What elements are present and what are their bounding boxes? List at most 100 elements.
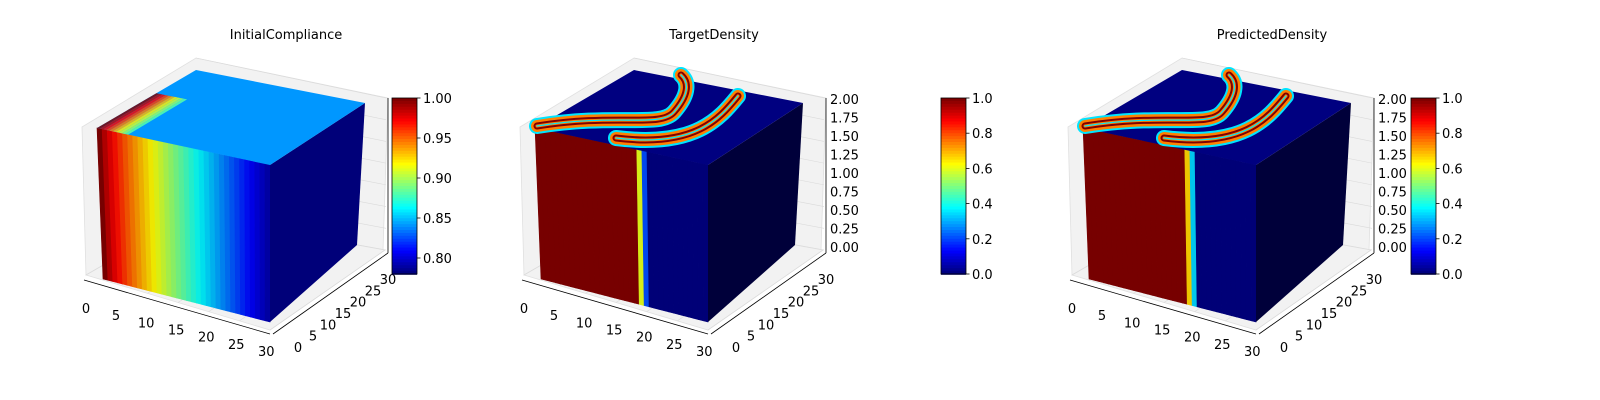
colorbar-segment [392, 98, 417, 102]
colorbar-segment [941, 188, 966, 193]
colorbar-segment [941, 174, 966, 178]
colorbar-segment [392, 200, 417, 205]
colorbar-segment [392, 103, 417, 108]
grid-line [1255, 249, 1372, 331]
x-tick-label: 20 [1184, 331, 1201, 346]
top-face [97, 70, 365, 165]
top-face-strip [125, 98, 188, 135]
colorbar-segment [1411, 191, 1436, 196]
colorbar-segment [392, 218, 417, 222]
colorbar-segment [392, 235, 417, 240]
colorbar-segment [941, 203, 966, 208]
colorbar-segment [941, 200, 966, 205]
z-tick-label: 0.00 [830, 241, 859, 256]
colorbar-segment [1411, 241, 1436, 246]
front-face-voxel-strip [264, 163, 271, 323]
top-density-band [536, 74, 688, 127]
colorbar-segment [1411, 215, 1436, 220]
colorbar-segment [392, 224, 417, 228]
y-tick-label: 25 [365, 284, 382, 299]
y-tick-label: 30 [818, 273, 835, 288]
colorbar-segment [1411, 165, 1436, 170]
colorbar-segment [941, 253, 966, 258]
front-face-voxel-strip [1240, 161, 1247, 320]
colorbar-segment [1411, 177, 1436, 181]
colorbar-tick-label: 0.4 [972, 198, 993, 213]
top-density-band [615, 95, 739, 141]
panel-predicted-density: PredictedDensity 0 5 10 15 20 25 30 0510152025… [1067, 28, 1463, 360]
colorbar-segment [392, 215, 417, 220]
colorbar-segment [1411, 253, 1436, 258]
colorbar-segment [392, 256, 417, 261]
colorbar-segment [1411, 130, 1436, 134]
colorbar-segment [941, 100, 966, 105]
colorbar-segment [1411, 118, 1436, 123]
top-face-strip [115, 96, 178, 133]
colorbar-tick-label: 1.0 [1442, 92, 1463, 107]
colorbar-segment [392, 127, 417, 132]
colorbar-segment [392, 197, 417, 202]
colorbar-segment [941, 168, 966, 173]
colorbar-segment [1411, 112, 1436, 117]
z-tick-label: 0.50 [830, 204, 859, 219]
colorbar-segment [1411, 144, 1436, 149]
x-axis-line [83, 279, 271, 335]
colorbar-tick-label: 1.0 [972, 92, 993, 107]
y-tick-label: 5 [747, 330, 755, 345]
colorbar-segment [392, 162, 417, 167]
colorbar-segment [392, 106, 417, 111]
colorbar-segment [392, 244, 417, 249]
colorbar-segment [941, 180, 966, 184]
x-tick-label: 10 [1124, 316, 1141, 331]
colorbar-segment [941, 144, 966, 149]
z-axis-ticks: 0.00 0.25 0.50 0.75 1.00 1.25 1.50 1.75 2.00 [830, 93, 859, 256]
top-face-strip [118, 97, 181, 134]
colorbar-segment [941, 209, 966, 214]
colorbar-segment [1411, 197, 1436, 202]
colorbar-segment [941, 230, 966, 234]
colorbar-segment [941, 124, 966, 129]
colorbar-segment [941, 136, 966, 140]
colorbar-segment [392, 265, 417, 269]
colorbar-segment [392, 221, 417, 225]
colorbar-segment [941, 194, 966, 199]
z-tick-label: 0.75 [1378, 186, 1407, 201]
colorbar-segment [941, 118, 966, 123]
y-tick-label: 5 [309, 330, 317, 345]
y-tick-label: 30 [380, 273, 397, 288]
colorbar-tick-label: 0.90 [423, 172, 452, 187]
colorbar-segment [392, 259, 417, 264]
front-face-voxel-strip [1235, 160, 1242, 319]
colorbar-segment [392, 212, 417, 217]
colorbar-tick-label: 0.2 [1442, 233, 1463, 248]
colorbar-segment [1411, 186, 1436, 190]
x-tick-label: 30 [1244, 345, 1261, 360]
colorbar-segment [941, 197, 966, 202]
colorbar-segment [941, 244, 966, 249]
colorbar-segment [1411, 153, 1436, 158]
front-face-voxel-strip [697, 162, 704, 322]
colorbar-segment [1411, 227, 1436, 231]
colorbar-segment [1411, 224, 1436, 228]
x-axis-line [1069, 279, 1257, 335]
y-tick-label: 5 [1295, 330, 1303, 345]
front-face-voxel-strip [692, 161, 699, 320]
colorbar-segment [1411, 268, 1436, 272]
colorbar-segment [1411, 250, 1436, 255]
colorbar-segment [392, 227, 417, 231]
colorbar-segment [1411, 133, 1436, 137]
colorbar-segment [1411, 100, 1436, 105]
x-tick-label: 5 [550, 309, 558, 324]
colorbar-segment [392, 133, 417, 137]
colorbar-segment [1411, 156, 1436, 161]
colorbar-segment [941, 247, 966, 252]
colorbar-tick-label: 0.6 [972, 162, 993, 177]
colorbar-segment [392, 183, 417, 187]
y-tick-label: 20 [350, 296, 367, 311]
colorbar-segment [1411, 121, 1436, 126]
colorbar-segment [392, 177, 417, 181]
colorbar-segment [1411, 115, 1436, 120]
